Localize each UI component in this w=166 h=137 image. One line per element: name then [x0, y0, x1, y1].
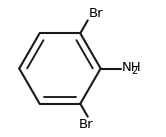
Text: Br: Br	[88, 7, 103, 20]
Text: NH: NH	[122, 61, 141, 74]
Text: 2: 2	[131, 66, 137, 76]
Text: Br: Br	[79, 118, 94, 131]
